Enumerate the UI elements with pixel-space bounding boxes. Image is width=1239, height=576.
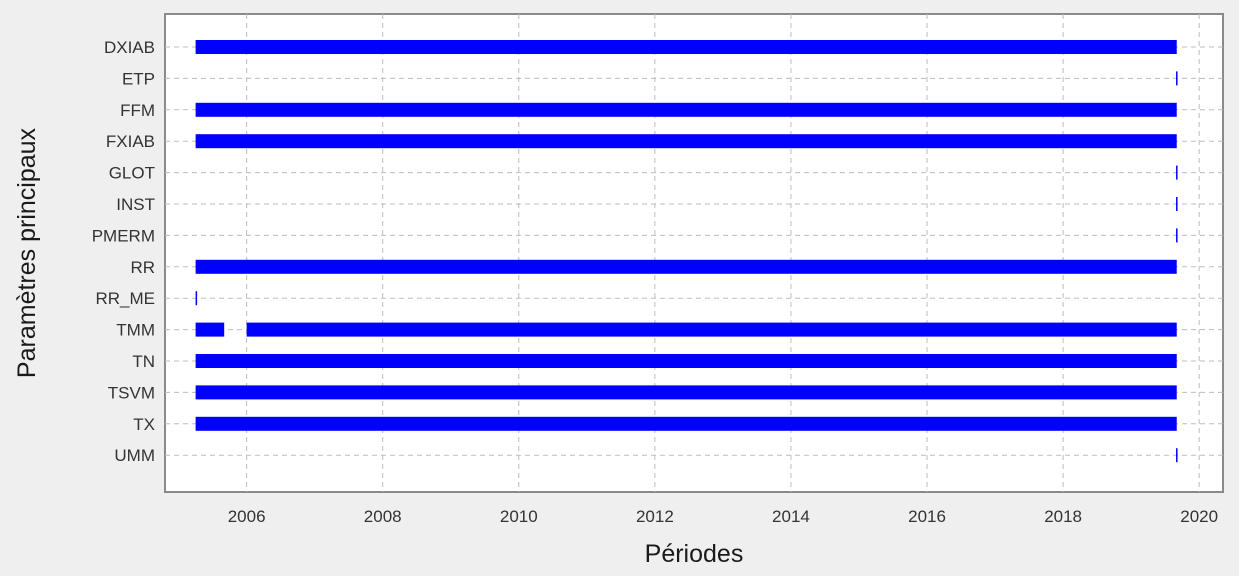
- bar-ffm: [195, 102, 1177, 117]
- x-tick-label: 2020: [1180, 507, 1218, 526]
- bar-glot: [1176, 165, 1178, 180]
- y-tick-label: TSVM: [108, 383, 155, 402]
- bar-tmm: [195, 322, 225, 337]
- y-axis-title: Paramètres principaux: [13, 127, 41, 378]
- y-tick-label: RR: [130, 258, 155, 277]
- bars: [195, 40, 1178, 463]
- bar-inst: [1176, 197, 1178, 211]
- y-tick-label: RR_ME: [95, 289, 155, 308]
- x-tick-label: 2012: [636, 507, 674, 526]
- x-tick-label: 2018: [1044, 507, 1082, 526]
- bar-dxiab: [195, 40, 1177, 54]
- y-tick-labels: DXIAB ETP FFM FXIAB GLOT INST PMERM RR RR_ME TMM T…: [92, 38, 155, 465]
- plot-area: [164, 13, 1224, 493]
- y-tick-label: FFM: [120, 101, 155, 120]
- y-tick-label: ETP: [122, 69, 155, 88]
- bar-tx: [195, 416, 1177, 431]
- x-tick-label: 2006: [228, 507, 266, 526]
- y-tick-label: UMM: [114, 446, 155, 465]
- bar-umm: [1176, 448, 1178, 463]
- x-tick-label: 2010: [500, 507, 538, 526]
- x-tick-label: 2014: [772, 507, 810, 526]
- bar-rr-me: [195, 291, 198, 306]
- y-tick-label: PMERM: [92, 226, 155, 245]
- y-tick-label: FXIAB: [106, 132, 155, 151]
- y-tick-label: TX: [133, 415, 155, 434]
- x-tick-label: 2016: [908, 507, 946, 526]
- x-axis-title: Périodes: [645, 540, 744, 568]
- grid-lines: [165, 14, 1223, 492]
- y-tick-label: INST: [116, 195, 155, 214]
- y-tick-label: TMM: [116, 321, 155, 340]
- y-tick-label: TN: [132, 352, 155, 371]
- y-tick-label: DXIAB: [104, 38, 155, 57]
- bar-pmerm: [1176, 228, 1178, 243]
- bar-tn: [195, 354, 1177, 368]
- bar-rr: [195, 259, 1177, 274]
- y-tick-label: GLOT: [109, 164, 155, 183]
- x-tick-label: 2008: [364, 507, 402, 526]
- x-tick-labels: 2006 2008 2010 2012 2014 2016 2018 2020: [228, 507, 1218, 526]
- bar-tsvm: [195, 385, 1177, 400]
- bar-tmm: [246, 322, 1177, 337]
- bar-etp: [1176, 71, 1178, 86]
- bar-fxiab: [195, 134, 1177, 149]
